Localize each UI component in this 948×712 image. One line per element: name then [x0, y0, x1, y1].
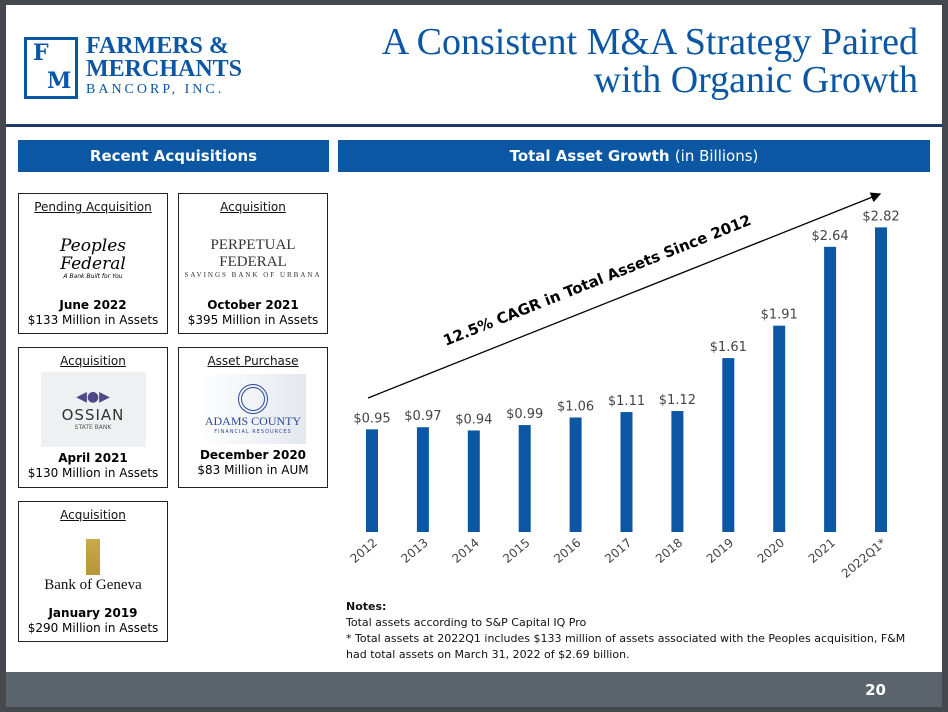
adams-rings-icon — [238, 383, 268, 414]
card-date: December 2020 — [199, 448, 307, 462]
chart-title: Total Asset Growth — [509, 147, 670, 165]
x-tick-label: 2015 — [500, 536, 532, 566]
notes-line-2: * Total assets at 2022Q1 includes $133 m… — [346, 632, 906, 661]
fm-logo-mark: F M — [24, 37, 78, 99]
card-amount: $83 Million in AUM — [197, 463, 309, 477]
ossian-logo: ◀●▶ OSSIAN STATE BANK — [40, 372, 146, 447]
card-amount: $395 Million in Assets — [187, 313, 319, 327]
acquisition-card-perpetual: Acquisition PERPETUAL FEDERAL SAVINGS BA… — [178, 193, 328, 334]
x-tick-label: 2012 — [348, 536, 380, 566]
data-label: $0.94 — [455, 412, 492, 427]
acquisition-card-ossian: Acquisition ◀●▶ OSSIAN STATE BANK April … — [18, 347, 168, 488]
card-date: January 2019 — [48, 606, 138, 620]
asset-growth-chart: 12.5% CAGR in Total Assets Since 2012 $0… — [348, 192, 900, 581]
cagr-arrow — [367, 192, 882, 399]
bar-2018 — [671, 411, 684, 532]
x-tick-label: 2020 — [755, 536, 787, 566]
peoples-federal-logo: Peoples Federal A Bank Built for You — [59, 235, 127, 280]
x-tick-label: 2017 — [602, 536, 634, 566]
acquisition-card-geneva: Acquisition Bank of Geneva January 2019 … — [18, 501, 168, 642]
title-line-2: with Organic Growth — [593, 59, 918, 101]
card-amount: $290 Million in Assets — [27, 621, 159, 635]
x-tick-label: 2019 — [704, 536, 736, 566]
bar-2016 — [569, 417, 582, 532]
logo-letter-m: M — [47, 68, 72, 94]
notes-heading: Notes: — [346, 600, 387, 613]
bar-2021 — [824, 246, 837, 532]
brand-name: FARMERS & MERCHANTS BANCORP, INC. — [86, 33, 243, 99]
acquisition-card-adams: Asset Purchase ADAMS COUNTY FINANCIAL RE… — [178, 347, 328, 488]
notes-line-1: Total assets according to S&P Capital IQ… — [346, 616, 587, 629]
logo-letter-f: F — [33, 40, 49, 66]
bar-2015 — [518, 425, 531, 532]
data-label: $2.64 — [811, 229, 848, 244]
card-type: Asset Purchase — [207, 354, 299, 368]
brand-line-3: BANCORP, INC. — [86, 82, 225, 97]
bar-2013 — [416, 427, 429, 532]
x-tick-label: 2016 — [551, 536, 583, 566]
card-type: Acquisition — [60, 354, 126, 368]
x-tick-label: 2014 — [449, 536, 481, 566]
data-label: $1.11 — [608, 394, 645, 409]
x-tick-label: 2021 — [806, 536, 838, 566]
card-date: April 2021 — [58, 451, 128, 465]
brand-line-1: FARMERS & — [86, 33, 229, 59]
ossian-emblem-icon: ◀●▶ — [76, 389, 110, 405]
page-number: 20 — [865, 681, 886, 699]
header-divider — [6, 124, 942, 127]
card-date: June 2022 — [59, 298, 127, 312]
data-label: $1.06 — [557, 399, 594, 414]
acquisition-card-peoples: Pending Acquisition Peoples Federal A Ba… — [18, 193, 168, 334]
data-label: $2.82 — [862, 209, 899, 224]
slide: F M FARMERS & MERCHANTS BANCORP, INC. A … — [6, 5, 942, 707]
x-tick-label: 2022Q1* — [839, 536, 889, 581]
clock-tower-icon — [86, 538, 100, 575]
bar-2014 — [467, 430, 480, 532]
bank-of-geneva-logo: Bank of Geneva — [19, 530, 167, 602]
perpetual-federal-logo: PERPETUAL FEDERAL SAVINGS BANK OF URBANA — [184, 237, 322, 279]
data-label: $1.12 — [659, 393, 696, 408]
x-tick-label: 2018 — [653, 536, 685, 566]
card-amount: $133 Million in Assets — [27, 313, 159, 327]
chart-heading: Total Asset Growth (in Billions) — [338, 140, 930, 172]
card-amount: $130 Million in Assets — [27, 466, 159, 480]
bar-2020 — [773, 325, 786, 532]
brand-line-2: MERCHANTS — [86, 56, 243, 82]
chart-subtitle: (in Billions) — [674, 147, 759, 165]
data-label: $1.91 — [761, 308, 798, 323]
recent-acquisitions-heading: Recent Acquisitions — [18, 140, 329, 172]
bar-2012 — [366, 429, 378, 532]
adams-county-logo: ADAMS COUNTY FINANCIAL RESOURCES — [200, 374, 306, 444]
data-label: $0.99 — [506, 407, 543, 422]
data-label: $0.97 — [404, 409, 441, 424]
title-line-1: A Consistent M&A Strategy Paired — [381, 21, 918, 63]
cagr-annotation: 12.5% CAGR in Total Assets Since 2012 — [441, 211, 754, 350]
bar-2022Q1* — [875, 227, 887, 532]
bar-2017 — [620, 412, 633, 532]
card-type: Pending Acquisition — [34, 200, 152, 214]
card-date: October 2021 — [207, 298, 299, 312]
notes: Notes: Total assets according to S&P Cap… — [346, 599, 906, 663]
page-title: A Consistent M&A Strategy Paired with Or… — [382, 23, 918, 99]
card-type: Acquisition — [220, 200, 286, 214]
card-type: Acquisition — [60, 508, 126, 522]
data-label: $0.95 — [353, 411, 390, 426]
data-label: $1.61 — [710, 340, 747, 355]
bar-2019 — [722, 358, 735, 532]
x-tick-label: 2013 — [398, 536, 430, 566]
footer-bar — [6, 672, 942, 707]
